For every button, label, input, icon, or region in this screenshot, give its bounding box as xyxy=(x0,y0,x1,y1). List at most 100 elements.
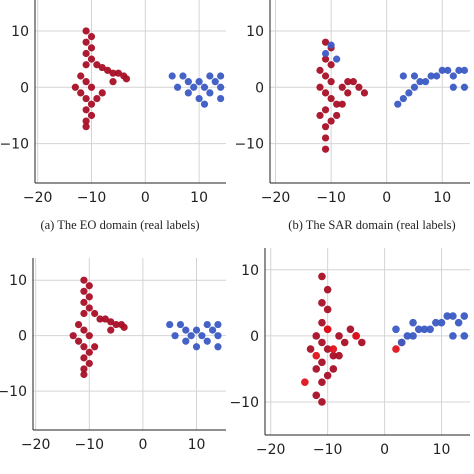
point xyxy=(405,89,413,97)
point xyxy=(321,38,330,46)
x-tick-label: −20 xyxy=(261,190,291,206)
point xyxy=(327,61,335,69)
point xyxy=(338,100,346,108)
x-tick-label: −10 xyxy=(77,190,107,206)
y-tick-label: −10 xyxy=(0,384,27,400)
point xyxy=(190,83,198,91)
point xyxy=(192,326,201,334)
point xyxy=(184,89,192,97)
point xyxy=(312,332,321,340)
point xyxy=(217,72,225,80)
point xyxy=(74,320,83,329)
point xyxy=(80,370,88,379)
point xyxy=(426,325,434,334)
point xyxy=(338,83,346,91)
point xyxy=(206,72,214,80)
point xyxy=(85,332,93,340)
point xyxy=(179,72,187,80)
point xyxy=(449,83,457,91)
point xyxy=(80,365,88,373)
point xyxy=(397,338,406,347)
y-tick-label: 10 xyxy=(11,24,29,40)
point xyxy=(93,61,101,69)
x-tick-label: 10 xyxy=(188,437,206,453)
point xyxy=(192,343,201,351)
point xyxy=(323,285,332,294)
point xyxy=(318,299,326,307)
point xyxy=(101,315,109,323)
point xyxy=(77,72,85,80)
point xyxy=(80,326,88,334)
point xyxy=(85,282,93,290)
point xyxy=(360,89,369,97)
point xyxy=(323,345,332,353)
x-tick-label: 0 xyxy=(380,442,389,458)
x-tick-label: −10 xyxy=(313,442,343,458)
point xyxy=(82,123,90,131)
x-tick-label: 0 xyxy=(382,190,391,206)
point xyxy=(217,94,225,103)
point xyxy=(312,351,321,360)
point xyxy=(96,315,104,323)
point xyxy=(306,345,315,353)
y-tick-label: −10 xyxy=(0,137,29,153)
point xyxy=(203,320,211,329)
point xyxy=(321,145,330,153)
point xyxy=(438,66,446,74)
point xyxy=(98,63,106,72)
point xyxy=(358,338,366,347)
x-tick-label: −10 xyxy=(316,190,346,206)
point xyxy=(392,325,400,334)
point xyxy=(460,66,469,74)
x-tick-label: −20 xyxy=(21,437,51,453)
point xyxy=(349,78,357,86)
caption: (a) The EO domain (real labels) xyxy=(40,218,199,232)
point xyxy=(74,337,83,345)
point xyxy=(82,38,90,46)
point xyxy=(107,326,115,334)
point xyxy=(327,78,335,86)
point xyxy=(449,332,457,340)
point xyxy=(82,94,90,103)
point xyxy=(460,83,469,91)
point xyxy=(217,83,225,91)
point xyxy=(176,320,185,329)
point xyxy=(80,309,88,318)
point xyxy=(414,325,423,334)
point xyxy=(187,332,195,340)
point xyxy=(85,304,93,312)
point xyxy=(318,318,326,327)
point xyxy=(321,123,330,131)
point xyxy=(403,332,412,340)
point xyxy=(318,398,326,406)
y-tick-label: 0 xyxy=(250,329,259,345)
point xyxy=(394,100,402,108)
point xyxy=(392,345,400,353)
point xyxy=(460,312,469,320)
point xyxy=(104,66,112,74)
point xyxy=(301,378,309,386)
point xyxy=(321,106,330,114)
point xyxy=(98,89,106,97)
x-tick-label: 10 xyxy=(433,442,451,458)
point xyxy=(87,111,96,120)
point xyxy=(214,343,222,351)
point xyxy=(409,332,417,340)
point xyxy=(214,332,222,340)
point xyxy=(329,345,338,353)
point xyxy=(318,272,326,281)
y-tick-label: 10 xyxy=(241,263,259,279)
point xyxy=(335,351,343,360)
point xyxy=(409,318,417,327)
point xyxy=(82,117,90,125)
point xyxy=(427,72,435,80)
point xyxy=(327,41,335,49)
point xyxy=(437,318,446,327)
point xyxy=(87,55,96,63)
point xyxy=(71,83,79,91)
point xyxy=(107,318,115,326)
point xyxy=(421,78,430,86)
point xyxy=(329,365,338,373)
point xyxy=(85,359,93,368)
